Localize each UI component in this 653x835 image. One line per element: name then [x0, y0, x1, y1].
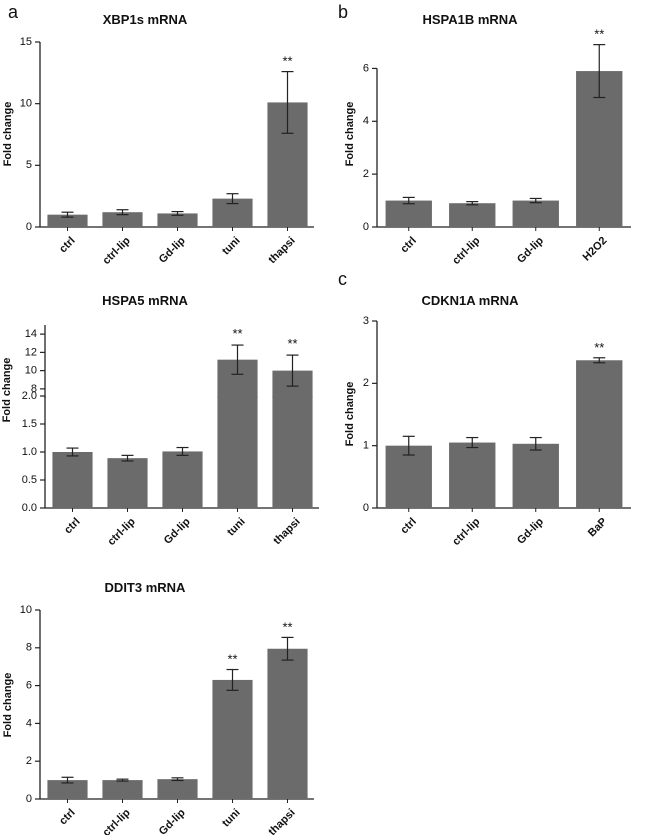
hspa1b-y-axis-label: Fold change [344, 102, 356, 167]
hspa5-x-tick-label-0: ctrl [62, 516, 83, 537]
cdkn1a-chart: CDKN1A mRNA c Fold change 0 1 2 3 ** ctrl ctrl-li… [338, 269, 631, 548]
xbp1s-y-tick-label-0: 0 [26, 221, 32, 233]
xbp1s-significance-4: ** [282, 54, 292, 69]
cdkn1a-y-axis-label: Fold change [344, 382, 356, 447]
ddit3-y-axis-label: Fold change [2, 673, 14, 738]
xbp1s-y-axis-label: Fold change [2, 102, 14, 167]
cdkn1a-bar-3 [576, 360, 622, 508]
hspa5-y-tick-label-lower-0: 0.0 [22, 502, 37, 514]
xbp1s-chart: XBP1s mRNA a Fold change 0 5 10 15 ** ctrl ctrl-l… [2, 2, 314, 267]
hspa5-y-tick-label-lower-3: 1.5 [22, 418, 37, 430]
ddit3-y-tick-label-0: 0 [26, 793, 32, 805]
hspa1b-bar-0 [386, 201, 432, 227]
ddit3-y-tick-label-3: 6 [26, 680, 32, 692]
ddit3-bar-1 [102, 780, 142, 799]
ddit3-y-tick-label-4: 8 [26, 642, 32, 654]
hspa5-significance-4: ** [287, 336, 297, 351]
hspa5-bar-0 [52, 452, 92, 508]
ddit3-significance-4: ** [282, 619, 292, 634]
hspa5-bar-2 [162, 451, 202, 508]
xbp1s-x-tick-label-2: Gd-lip [157, 235, 188, 266]
cdkn1a-x-tick-label-3: BaP [586, 516, 610, 540]
ddit3-x-tick-label-0: ctrl [57, 807, 78, 828]
ddit3-bar-4 [267, 649, 307, 799]
cdkn1a-y-tick-label-3: 3 [363, 315, 369, 327]
cdkn1a-x-tick-label-1: ctrl-lip [450, 516, 482, 548]
xbp1s-y-tick-label-3: 15 [20, 36, 32, 48]
xbp1s-x-tick-label-4: thapsi [266, 235, 297, 266]
xbp1s-x-tick-label-0: ctrl [57, 235, 78, 256]
hspa1b-chart: HSPA1B mRNA b Fold change 0 2 4 6 ** ctrl ctrl-li… [338, 2, 631, 267]
ddit3-bar-2 [157, 779, 197, 799]
hspa5-y-axis-label: Fold change [1, 358, 13, 423]
hspa5-significance-3: ** [232, 326, 242, 341]
ddit3-bar-3 [212, 680, 252, 799]
cdkn1a-y-tick-label-1: 1 [363, 440, 369, 452]
hspa5-y-tick-label-upper-0: 8 [31, 383, 37, 395]
hspa5-y-tick-label-lower-1: 0.5 [22, 474, 37, 486]
cdkn1a-significance-3: ** [594, 340, 604, 355]
hspa1b-x-tick-label-0: ctrl [398, 235, 419, 256]
hspa1b-y-tick-label-3: 6 [363, 62, 369, 74]
cdkn1a-chart-title: CDKN1A mRNA [421, 293, 519, 308]
ddit3-y-tick-label-1: 2 [26, 755, 32, 767]
ddit3-x-tick-label-1: ctrl-lip [100, 807, 132, 835]
hspa5-y-tick-label-upper-2: 12 [25, 346, 37, 358]
hspa1b-chart-title: HSPA1B mRNA [422, 12, 518, 27]
hspa5-bar-lower-3 [217, 396, 257, 508]
cdkn1a-bar-1 [449, 443, 495, 508]
cdkn1a-y-tick-label-0: 0 [363, 502, 369, 514]
hspa1b-y-tick-label-0: 0 [363, 221, 369, 233]
hspa1b-x-tick-label-2: Gd-lip [515, 235, 546, 266]
xbp1s-x-tick-label-1: ctrl-lip [100, 235, 132, 267]
hspa1b-bar-1 [449, 203, 495, 227]
hspa5-x-tick-label-2: Gd-lip [162, 516, 193, 547]
xbp1s-chart-title: XBP1s mRNA [103, 12, 188, 27]
ddit3-x-tick-label-4: thapsi [266, 807, 297, 835]
xbp1s-panel-letter: a [8, 2, 19, 22]
ddit3-y-tick-label-5: 10 [20, 604, 32, 616]
hspa1b-panel-letter: b [338, 2, 348, 22]
hspa5-x-tick-label-3: tuni [225, 516, 248, 539]
cdkn1a-y-tick-label-2: 2 [363, 377, 369, 389]
cdkn1a-x-tick-label-2: Gd-lip [515, 516, 546, 547]
ddit3-significance-3: ** [227, 652, 237, 667]
hspa5-bar-1 [107, 458, 147, 508]
xbp1s-y-tick-label-2: 10 [20, 98, 32, 110]
ddit3-x-tick-label-2: Gd-lip [157, 807, 188, 835]
hspa1b-significance-3: ** [594, 27, 604, 42]
hspa1b-x-tick-label-1: ctrl-lip [450, 235, 482, 267]
hspa1b-x-tick-label-3: H2O2 [581, 235, 610, 264]
hspa5-bar-lower-4 [272, 396, 312, 508]
xbp1s-y-tick-label-1: 5 [26, 159, 32, 171]
cdkn1a-bar-2 [513, 444, 559, 508]
hspa1b-bar-2 [513, 201, 559, 227]
ddit3-y-tick-label-2: 4 [26, 717, 32, 729]
hspa1b-y-tick-label-2: 4 [363, 115, 369, 127]
hspa5-y-tick-label-upper-3: 14 [25, 328, 37, 340]
hspa5-x-tick-label-1: ctrl-lip [105, 516, 137, 548]
ddit3-x-tick-label-3: tuni [220, 807, 243, 830]
xbp1s-x-tick-label-3: tuni [220, 235, 243, 258]
hspa5-chart-title: HSPA5 mRNA [102, 293, 188, 308]
ddit3-chart: DDIT3 mRNA Fold change 0 2 4 6 8 10 ** ** ctrl ctrl… [2, 580, 314, 835]
hspa5-y-tick-label-upper-1: 10 [25, 365, 37, 377]
cdkn1a-x-tick-label-0: ctrl [398, 516, 419, 537]
cdkn1a-panel-letter: c [338, 269, 347, 289]
figure: XBP1s mRNAaFold change051015**ctrl ctrl-l… [0, 0, 653, 835]
hspa1b-y-tick-label-1: 2 [363, 168, 369, 180]
hspa5-y-tick-label-lower-2: 1.0 [22, 446, 37, 458]
hspa5-x-tick-label-4: thapsi [271, 516, 302, 547]
ddit3-chart-title: DDIT3 mRNA [105, 580, 187, 595]
